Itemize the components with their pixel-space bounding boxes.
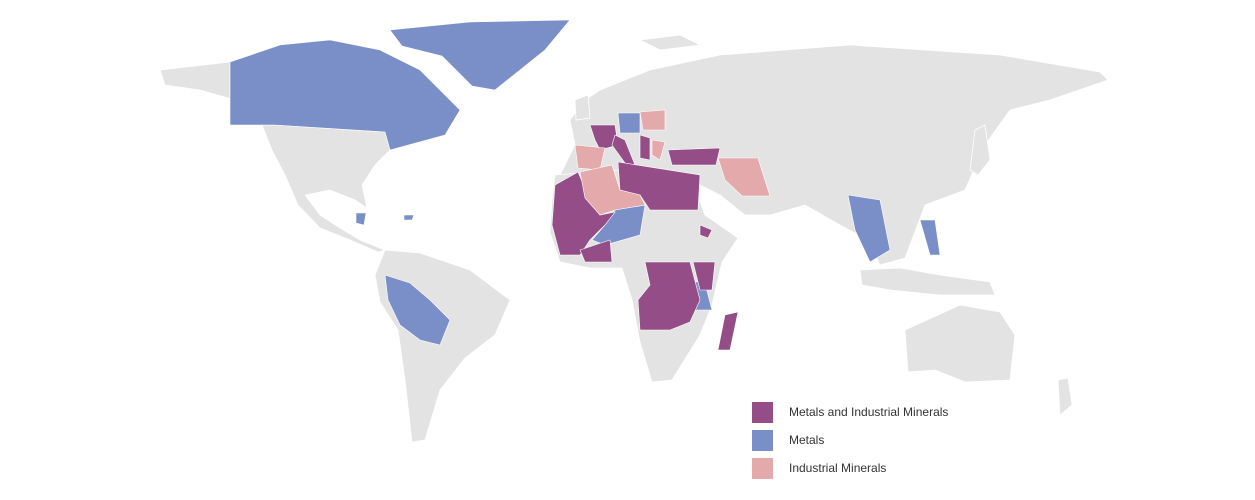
metals-and-industrial-minerals-regions — [551, 124, 739, 351]
region-algeria[interactable] — [579, 164, 646, 216]
region-central-america[interactable] — [355, 212, 367, 226]
metals-regions — [229, 19, 941, 346]
region-balkans[interactable] — [639, 134, 651, 161]
legend: Metals and Industrial Minerals Metals In… — [752, 398, 948, 482]
industrial-minerals-regions — [574, 109, 771, 216]
arctic-islands — [638, 34, 702, 51]
legend-label: Industrial Minerals — [789, 461, 887, 475]
region-southern-central-africa[interactable] — [637, 261, 701, 331]
legend-item-industrial-minerals: Industrial Minerals — [752, 454, 948, 482]
region-philippines[interactable] — [919, 219, 941, 256]
uk — [574, 94, 591, 121]
region-gulf-of-guinea[interactable] — [579, 239, 613, 263]
region-spain-portugal[interactable] — [574, 144, 606, 171]
legend-label: Metals and Industrial Minerals — [789, 405, 949, 419]
legend-item-metals: Metals — [752, 426, 948, 454]
region-greece[interactable] — [651, 139, 666, 161]
region-caribbean[interactable] — [403, 214, 415, 221]
region-germany[interactable] — [617, 112, 641, 134]
region-eritrea[interactable] — [699, 224, 713, 239]
legend-swatch — [752, 401, 773, 423]
legend-item-metals-and-industrial-minerals: Metals and Industrial Minerals — [752, 398, 948, 426]
indonesia — [859, 267, 996, 296]
region-france[interactable] — [589, 124, 619, 151]
region-kenya[interactable] — [692, 261, 716, 291]
region-iran[interactable] — [717, 157, 771, 197]
australia — [904, 304, 1016, 383]
region-poland[interactable] — [639, 109, 666, 131]
japan — [969, 124, 991, 176]
region-peru-bolivia[interactable] — [384, 274, 451, 346]
region-greenland[interactable] — [389, 19, 571, 91]
legend-label: Metals — [789, 433, 825, 447]
region-canada[interactable] — [229, 39, 461, 151]
legend-swatch — [752, 429, 773, 451]
legend-swatch — [752, 457, 773, 479]
region-madagascar[interactable] — [717, 311, 739, 351]
region-turkey[interactable] — [667, 147, 721, 166]
region-myanmar-thailand[interactable] — [847, 194, 891, 263]
new-zealand — [1057, 377, 1073, 416]
